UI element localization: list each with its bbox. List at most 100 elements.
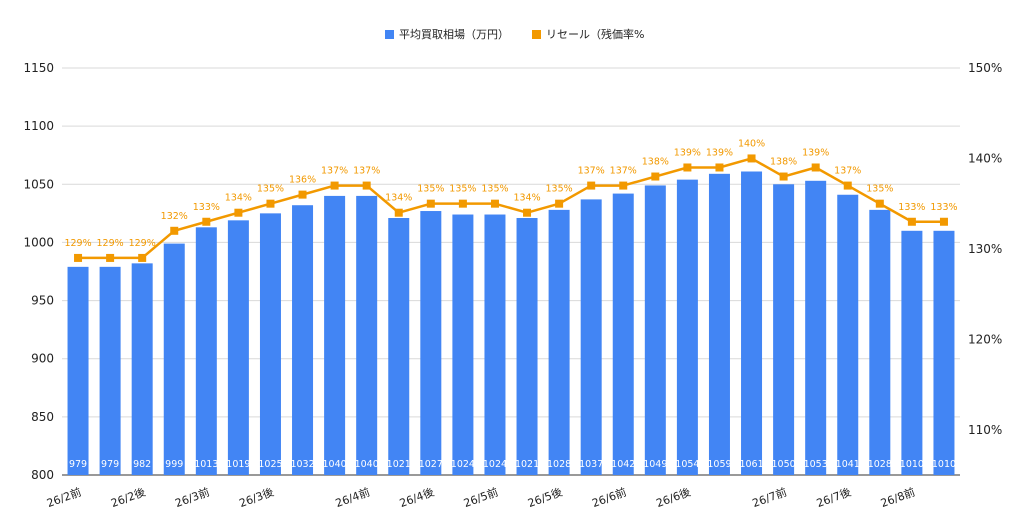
bar [292, 205, 314, 475]
bar-data-label: 1059 [707, 459, 731, 470]
line-point [715, 163, 724, 172]
line-data-label: 139% [802, 147, 829, 158]
line-data-label: 135% [257, 184, 284, 195]
bar-data-label: 1013 [194, 459, 218, 470]
line-data-label: 140% [738, 138, 765, 149]
line-data-label: 138% [642, 157, 669, 168]
x-tick-label: 26/7前 [750, 485, 788, 510]
bar [933, 230, 955, 475]
series-line [78, 157, 944, 260]
line-labels: 129% 129% 129% 132% 133% 134% 135% 136% 137% 137%… [64, 138, 957, 248]
line-data-label: 134% [513, 193, 540, 204]
line-data-label: 133% [898, 202, 925, 213]
bar [324, 195, 346, 475]
line-point [907, 217, 916, 226]
bar-data-label: 1028 [547, 459, 571, 470]
x-tick-label: 26/6前 [590, 485, 628, 510]
bar [901, 230, 923, 475]
line-point [298, 190, 307, 199]
bar-data-label: 1041 [836, 459, 860, 470]
bar [484, 214, 506, 475]
bar [452, 214, 474, 475]
line-data-label: 133% [193, 202, 220, 213]
bar [259, 213, 281, 475]
bar [516, 218, 538, 475]
line-data-label: 135% [417, 184, 444, 195]
bar [227, 220, 249, 475]
bar-data-label: 1028 [868, 459, 892, 470]
bar [548, 209, 570, 475]
bar [580, 199, 602, 475]
bar-data-label: 1027 [419, 459, 443, 470]
bar-data-label: 999 [165, 459, 183, 470]
line-data-label: 134% [225, 193, 252, 204]
bar-data-label: 1061 [739, 459, 763, 470]
y-axis-right: 110% 120% 130% 140% 150% [968, 61, 1002, 437]
bar [131, 263, 153, 475]
bar [195, 227, 217, 475]
y-left-tick-label: 1050 [23, 177, 54, 191]
bar [773, 184, 795, 476]
line-point [939, 217, 948, 226]
bar-data-label: 1010 [932, 459, 956, 470]
line-point [170, 226, 179, 235]
bar-data-label: 1032 [290, 459, 314, 470]
x-tick-label: 26/2後 [109, 485, 147, 510]
y-right-tick-label: 120% [968, 332, 1002, 346]
line-data-label: 138% [770, 157, 797, 168]
y-right-tick-label: 140% [968, 151, 1002, 165]
bar-data-label: 1042 [611, 459, 635, 470]
line-point [362, 181, 371, 190]
line-point [683, 163, 692, 172]
line-data-label: 134% [385, 193, 412, 204]
y-left-tick-label: 1100 [23, 119, 54, 133]
bar-data-label: 1040 [323, 459, 347, 470]
bar-labels: 979 979 982 999 1013 1019 1025 1032 1040 1040 1021… [69, 459, 956, 470]
bar-data-label: 1021 [387, 459, 411, 470]
legend-label-bar: 平均買取相場（万円） [399, 28, 509, 41]
line-point [747, 154, 756, 163]
line-point [106, 253, 115, 262]
line-data-label: 135% [546, 184, 573, 195]
line-point [202, 217, 211, 226]
bar [644, 185, 666, 475]
line-point [74, 253, 83, 262]
bar-data-label: 1037 [579, 459, 603, 470]
x-tick-label: 26/5前 [462, 485, 500, 510]
bar [163, 243, 185, 475]
line-point [234, 208, 243, 217]
x-tick-label: 26/2前 [45, 485, 83, 510]
bar [67, 266, 89, 475]
x-tick-label: 26/4後 [398, 485, 436, 510]
bars [67, 171, 955, 476]
bar-data-label: 979 [101, 459, 119, 470]
legend-swatch-line [532, 30, 541, 39]
bar-data-label: 1025 [258, 459, 282, 470]
line-data-label: 137% [834, 166, 861, 177]
line-point [394, 208, 403, 217]
legend: 平均買取相場（万円） リセール（残価率% [385, 27, 644, 41]
line-series [74, 154, 948, 262]
x-axis: 26/2前 26/2後 26/3前 26/3後 26/4前 26/4後 26/5前 26/5後… [45, 485, 917, 510]
y-left-tick-label: 1000 [23, 235, 54, 249]
legend-label-line: リセール（残価率% [546, 27, 644, 41]
line-data-label: 137% [353, 166, 380, 177]
line-data-label: 135% [481, 184, 508, 195]
y-left-tick-label: 900 [31, 352, 54, 366]
bar [356, 195, 378, 475]
x-tick-label: 26/7後 [814, 485, 852, 510]
y-axis-left: 800 850 900 950 1000 1050 1100 1150 [23, 61, 54, 482]
line-point [330, 181, 339, 190]
x-tick-label: 26/4前 [333, 485, 371, 510]
bar-data-label: 1049 [643, 459, 667, 470]
line-point [843, 181, 852, 190]
line-data-label: 135% [866, 184, 893, 195]
bar [99, 266, 121, 475]
y-left-tick-label: 1150 [23, 61, 54, 75]
x-tick-label: 26/3前 [173, 485, 211, 510]
bar-data-label: 979 [69, 459, 87, 470]
line-data-label: 139% [706, 147, 733, 158]
bar-data-label: 1054 [675, 459, 699, 470]
line-point [555, 199, 564, 208]
bar-data-label: 1024 [483, 459, 507, 470]
